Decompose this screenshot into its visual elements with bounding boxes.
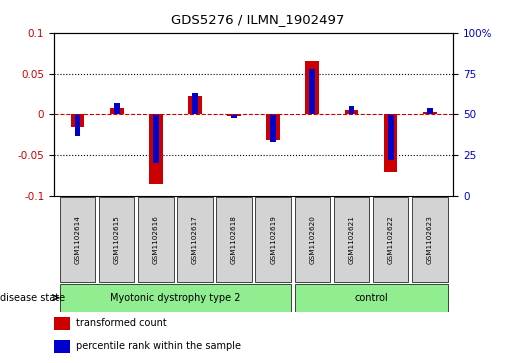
FancyBboxPatch shape <box>295 284 448 311</box>
Text: GSM1102616: GSM1102616 <box>153 215 159 264</box>
FancyBboxPatch shape <box>373 197 408 282</box>
Bar <box>388 114 393 160</box>
Bar <box>305 61 319 114</box>
Bar <box>153 114 159 163</box>
Bar <box>54 340 70 353</box>
Text: GSM1102615: GSM1102615 <box>114 215 119 264</box>
Bar <box>423 112 437 114</box>
Bar <box>71 114 84 127</box>
FancyBboxPatch shape <box>255 197 291 282</box>
Bar <box>270 114 276 142</box>
FancyBboxPatch shape <box>177 197 213 282</box>
Bar <box>54 317 70 330</box>
FancyBboxPatch shape <box>216 197 252 282</box>
FancyBboxPatch shape <box>99 197 134 282</box>
Bar <box>384 114 398 171</box>
FancyBboxPatch shape <box>60 284 291 311</box>
Text: control: control <box>354 293 388 303</box>
Text: GDS5276 / ILMN_1902497: GDS5276 / ILMN_1902497 <box>171 13 344 26</box>
Text: GSM1102619: GSM1102619 <box>270 215 276 264</box>
Text: GSM1102622: GSM1102622 <box>388 215 393 264</box>
Text: percentile rank within the sample: percentile rank within the sample <box>76 341 241 351</box>
Text: Myotonic dystrophy type 2: Myotonic dystrophy type 2 <box>110 293 241 303</box>
Bar <box>427 108 433 114</box>
Text: disease state: disease state <box>0 293 65 303</box>
Bar <box>110 108 124 114</box>
Bar <box>310 69 315 114</box>
Text: GSM1102620: GSM1102620 <box>310 215 315 264</box>
Bar <box>227 114 241 116</box>
FancyBboxPatch shape <box>138 197 174 282</box>
FancyBboxPatch shape <box>334 197 369 282</box>
Text: GSM1102618: GSM1102618 <box>231 215 237 264</box>
Text: GSM1102614: GSM1102614 <box>75 215 80 264</box>
Bar <box>188 97 202 114</box>
Bar <box>231 114 237 118</box>
Bar <box>266 114 280 140</box>
Bar <box>345 110 358 114</box>
Bar <box>149 114 163 184</box>
Bar <box>75 114 80 135</box>
Text: GSM1102623: GSM1102623 <box>427 215 433 264</box>
Bar <box>114 103 119 114</box>
Bar <box>192 93 198 114</box>
Text: GSM1102617: GSM1102617 <box>192 215 198 264</box>
FancyBboxPatch shape <box>60 197 95 282</box>
Bar <box>349 106 354 114</box>
FancyBboxPatch shape <box>295 197 330 282</box>
FancyBboxPatch shape <box>412 197 448 282</box>
Text: transformed count: transformed count <box>76 318 167 329</box>
Text: GSM1102621: GSM1102621 <box>349 215 354 264</box>
